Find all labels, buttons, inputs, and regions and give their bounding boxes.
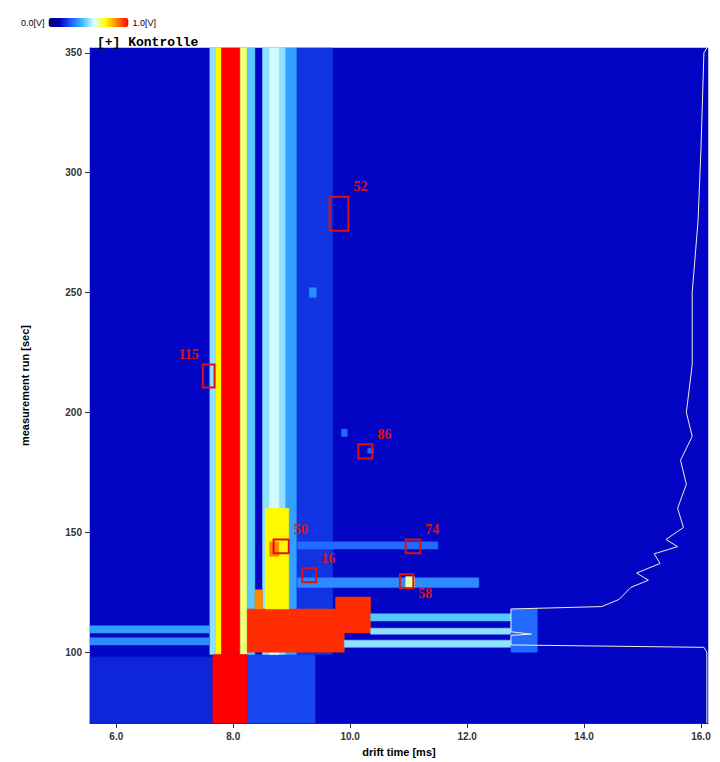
svg-text:0.0[V]: 0.0[V] <box>21 18 45 28</box>
svg-text:drift time [ms]: drift time [ms] <box>362 746 436 758</box>
svg-text:300: 300 <box>65 167 82 178</box>
svg-text:150: 150 <box>65 527 82 538</box>
svg-text:58: 58 <box>418 586 432 601</box>
svg-text:16.0: 16.0 <box>691 731 711 742</box>
svg-text:250: 250 <box>65 287 82 298</box>
svg-text:86: 86 <box>377 427 391 442</box>
svg-text:[+] Kontrolle: [+] Kontrolle <box>97 35 199 50</box>
svg-text:8.0: 8.0 <box>226 731 240 742</box>
svg-text:100: 100 <box>65 647 82 658</box>
svg-text:115: 115 <box>179 347 199 362</box>
svg-text:1.0[V]: 1.0[V] <box>133 18 157 28</box>
svg-text:14.0: 14.0 <box>574 731 594 742</box>
svg-text:6.0: 6.0 <box>109 731 123 742</box>
svg-text:52: 52 <box>353 179 367 194</box>
svg-text:74: 74 <box>425 522 439 537</box>
svg-text:350: 350 <box>65 47 82 58</box>
svg-text:200: 200 <box>65 407 82 418</box>
svg-text:measurement run [sec]: measurement run [sec] <box>19 325 31 446</box>
svg-text:50: 50 <box>294 522 308 537</box>
svg-text:12.0: 12.0 <box>457 731 477 742</box>
svg-text:10.0: 10.0 <box>340 731 360 742</box>
svg-text:16: 16 <box>321 551 335 566</box>
